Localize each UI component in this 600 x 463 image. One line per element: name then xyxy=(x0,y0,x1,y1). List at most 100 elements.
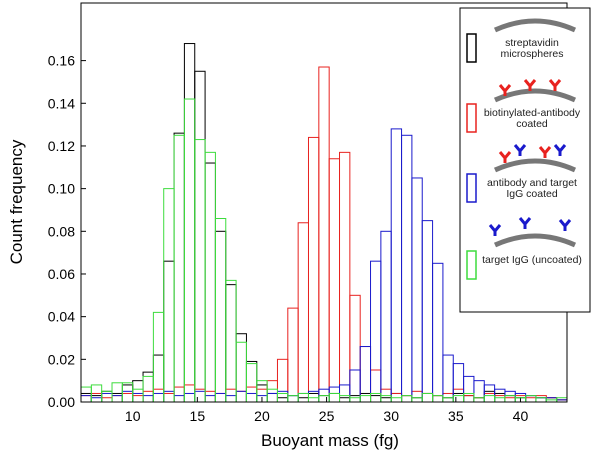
histogram-bar xyxy=(245,363,258,403)
histogram-bar xyxy=(380,230,392,403)
histogram-bar xyxy=(421,392,434,403)
histogram-bar xyxy=(432,395,444,403)
histogram-bar xyxy=(163,392,175,403)
histogram-bar xyxy=(380,395,392,403)
histogram-bar xyxy=(473,397,485,403)
histogram-bar xyxy=(173,386,185,403)
histogram-bar xyxy=(370,395,382,403)
histogram-bar xyxy=(204,390,216,403)
x-axis-label: Buoyant mass (fg) xyxy=(261,431,399,450)
y-tick-label: 0.14 xyxy=(48,95,75,111)
legend-label: biotinylated-antibody coated xyxy=(483,107,581,130)
histogram-bar xyxy=(349,397,361,403)
y-tick-label: 0.16 xyxy=(48,53,75,69)
histogram-bar xyxy=(194,139,206,403)
legend-label: target IgG (uncoated) xyxy=(482,254,582,266)
histogram-bar xyxy=(287,307,299,403)
histogram-bar xyxy=(401,395,413,403)
histogram-bar xyxy=(245,360,258,403)
histogram-bar xyxy=(142,375,154,403)
histogram-bar xyxy=(266,392,278,403)
histogram-bar xyxy=(214,218,227,403)
igg xyxy=(488,217,572,236)
histogram-bar xyxy=(235,341,247,403)
histogram-bar xyxy=(101,390,113,403)
histogram-bar xyxy=(339,151,351,403)
histogram-bar xyxy=(225,395,237,403)
histogram-bar xyxy=(401,395,413,403)
histogram-bar xyxy=(173,132,185,403)
histogram-bar xyxy=(266,392,278,403)
legend-swatch xyxy=(466,250,477,280)
histogram-bar xyxy=(504,390,516,403)
histogram-bar xyxy=(432,395,444,403)
histogram-bar xyxy=(276,358,289,403)
histogram-bar xyxy=(452,363,465,403)
x-tick-label: 40 xyxy=(513,408,529,424)
histogram-bar xyxy=(370,369,382,403)
y-tick-label: 0.02 xyxy=(48,351,75,367)
histogram-bar xyxy=(432,262,444,403)
legend xyxy=(459,7,591,313)
histogram-bar xyxy=(276,397,289,403)
x-tick-label: 20 xyxy=(254,408,270,424)
y-tick-label: 0.10 xyxy=(48,181,75,197)
histogram-bar xyxy=(111,382,123,403)
legend-swatch xyxy=(466,33,477,63)
y-tick-label: 0.08 xyxy=(48,223,75,239)
histogram-bar xyxy=(494,395,506,403)
histogram-bar xyxy=(235,390,247,403)
histogram-bar xyxy=(266,388,278,403)
histogram-bar xyxy=(504,395,516,403)
histogram-bar xyxy=(307,390,320,403)
igg xyxy=(513,144,567,156)
histogram-bar xyxy=(525,397,537,403)
antibody xyxy=(498,146,552,163)
histogram-bar xyxy=(121,390,134,403)
histogram-bar xyxy=(194,70,206,403)
histogram-bar xyxy=(297,397,309,403)
histogram-bar xyxy=(525,395,537,403)
histogram-bar xyxy=(411,397,423,403)
histogram-bar xyxy=(173,134,185,403)
histogram-bar xyxy=(101,390,113,403)
histogram-bar xyxy=(359,392,372,403)
histogram-bar xyxy=(370,392,382,403)
histogram-bar xyxy=(183,43,196,403)
histogram-bar xyxy=(463,395,475,403)
histogram-bar xyxy=(297,222,309,403)
histogram-bar xyxy=(111,395,123,403)
histogram-bar xyxy=(318,395,330,403)
x-tick-label: 30 xyxy=(383,408,399,424)
histogram-bar xyxy=(452,392,465,403)
histogram-bar xyxy=(287,395,299,403)
histogram-bar xyxy=(132,395,144,403)
histogram-bar xyxy=(80,386,92,403)
histogram-bar xyxy=(411,390,423,403)
histogram-bar xyxy=(442,354,454,403)
histogram-bar xyxy=(90,397,103,403)
histogram-bar xyxy=(225,279,237,403)
histogram-bar xyxy=(80,392,92,403)
histogram-bar xyxy=(432,395,444,403)
histogram-bar xyxy=(111,392,123,403)
legend-swatch xyxy=(466,103,477,133)
histogram-bar xyxy=(390,128,403,403)
histogram-bar xyxy=(163,260,175,403)
histogram-bar xyxy=(359,395,372,403)
histogram-bar xyxy=(535,397,547,403)
histogram-bar xyxy=(80,395,92,403)
histogram-bar xyxy=(535,397,547,403)
histogram-bar xyxy=(276,390,289,403)
histogram-bar xyxy=(328,392,341,403)
histogram-bar xyxy=(328,386,341,403)
histogram-bar xyxy=(349,294,361,403)
antibody xyxy=(498,79,562,96)
histogram-bar xyxy=(80,395,92,403)
y-axis-label: Count frequency xyxy=(7,139,26,264)
histogram-bar xyxy=(411,177,423,403)
histogram-bar xyxy=(307,397,320,403)
histogram-bar xyxy=(452,395,465,403)
histogram-bar xyxy=(380,397,392,403)
bead-arc xyxy=(493,233,577,248)
